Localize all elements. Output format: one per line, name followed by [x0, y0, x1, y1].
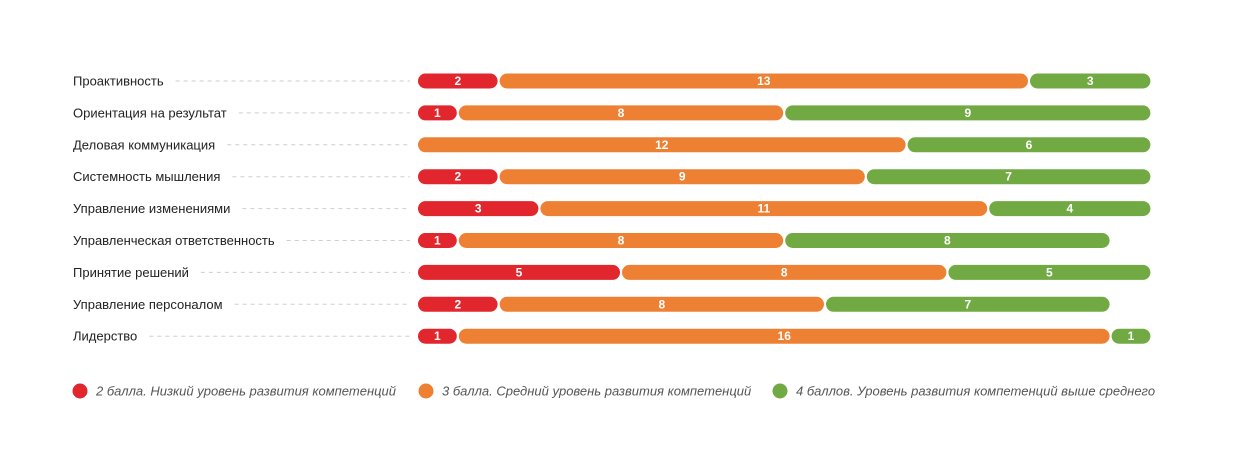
bar-segment — [458, 105, 784, 121]
segment-value-label: 1 — [434, 234, 441, 248]
category-label: Проактивность — [73, 74, 164, 89]
category-label: Системность мышления — [73, 169, 220, 184]
bar-row: Принятие решений 5 8 5 — [73, 264, 1151, 280]
bar-segment — [418, 105, 457, 121]
segment-value-label: 1 — [434, 329, 441, 343]
segment-value-label: 7 — [1005, 170, 1012, 184]
bar-row: Деловая коммуникация 12 6 — [73, 137, 1151, 153]
bar-segment — [418, 233, 457, 248]
segment-value-label: 3 — [1087, 74, 1094, 88]
segment-value-label: 11 — [757, 202, 770, 216]
legend-swatch — [772, 383, 788, 399]
segment-value-label: 16 — [778, 329, 792, 343]
bar-segment — [826, 296, 1110, 312]
bar-row: Лидерство 1 16 1 — [73, 328, 1151, 344]
bar-row: Управление изменениями 3 11 4 — [73, 201, 1151, 217]
legend-label: 4 баллов. Уровень развития компетенций в… — [796, 384, 1155, 399]
bar-segment — [418, 264, 620, 280]
category-label: Ориентация на результат — [73, 105, 227, 120]
bar-row: Проактивность 2 13 3 — [73, 73, 1151, 89]
bar-segment — [418, 73, 498, 89]
bar-segment — [458, 328, 1110, 344]
bar-segment — [418, 201, 539, 217]
bar-row: Системность мышления 2 9 7 — [73, 169, 1151, 185]
segment-value-label: 8 — [658, 297, 665, 311]
bar-segment — [1030, 73, 1151, 89]
segment-value-label: 5 — [1046, 265, 1053, 279]
segment-value-label: 6 — [1026, 138, 1033, 152]
segment-value-label: 8 — [781, 265, 788, 279]
category-label: Деловая коммуникация — [73, 137, 215, 152]
segment-value-label: 1 — [434, 106, 441, 120]
category-label: Управленческая ответственность — [73, 233, 275, 248]
category-label: Принятие решений — [73, 265, 189, 280]
segment-value-label: 7 — [964, 297, 971, 311]
legend-swatch — [72, 383, 88, 399]
bar-segment — [540, 201, 988, 217]
segment-value-label: 13 — [757, 74, 771, 88]
legend-item: 4 баллов. Уровень развития компетенций в… — [772, 383, 1155, 399]
segment-value-label: 8 — [944, 234, 951, 248]
bar-segment — [418, 296, 498, 312]
bar-segment — [499, 73, 1029, 89]
category-label: Управление изменениями — [73, 201, 230, 216]
chart-legend: 2 балла. Низкий уровень развития компете… — [72, 383, 1155, 399]
bar-segment — [907, 137, 1151, 153]
category-label: Управление персоналом — [73, 297, 223, 312]
segment-value-label: 5 — [516, 265, 523, 279]
bar-segment — [948, 264, 1151, 280]
bar-segment — [1111, 328, 1151, 344]
legend-label: 2 балла. Низкий уровень развития компете… — [95, 384, 396, 399]
segment-value-label: 2 — [454, 74, 461, 88]
bar-row: Управленческая ответственность 1 8 8 — [73, 233, 1110, 248]
bar-segment — [785, 233, 1110, 248]
segment-value-label: 12 — [655, 138, 669, 152]
segment-value-label: 9 — [964, 106, 971, 120]
bar-segment — [499, 169, 865, 185]
segment-value-label: 4 — [1066, 202, 1073, 216]
category-label: Лидерство — [73, 329, 137, 344]
legend-item: 3 балла. Средний уровень развития компет… — [418, 383, 751, 399]
bar-segment — [418, 137, 906, 153]
bar-segment — [622, 264, 947, 280]
bar-segment — [989, 201, 1151, 217]
segment-value-label: 9 — [679, 170, 686, 184]
segment-value-label: 2 — [454, 170, 461, 184]
legend-swatch — [418, 383, 434, 399]
segment-value-label: 1 — [1128, 329, 1135, 343]
legend-item: 2 балла. Низкий уровень развития компете… — [72, 383, 396, 399]
segment-value-label: 8 — [618, 106, 625, 120]
legend-label: 3 балла. Средний уровень развития компет… — [442, 384, 751, 399]
segment-value-label: 8 — [618, 234, 625, 248]
segment-value-label: 3 — [475, 202, 482, 216]
bar-segment — [418, 169, 498, 185]
bar-segment — [418, 328, 457, 344]
bar-segment — [785, 105, 1151, 121]
bar-segment — [458, 233, 784, 248]
bar-segment — [866, 169, 1151, 185]
bar-row: Ориентация на результат 1 8 9 — [73, 105, 1151, 121]
bar-segment — [499, 296, 824, 312]
bar-row: Управление персоналом 2 8 7 — [73, 296, 1110, 312]
segment-value-label: 2 — [454, 297, 461, 311]
